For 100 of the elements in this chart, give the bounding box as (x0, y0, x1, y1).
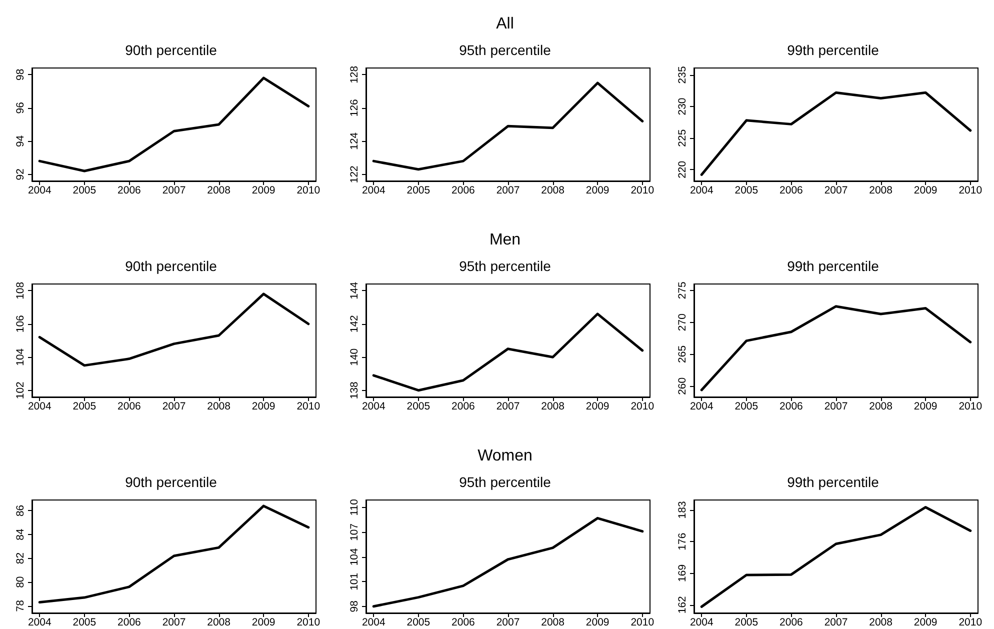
y-tick-label: 128 (348, 66, 360, 84)
x-tick-label: 2007 (162, 400, 186, 412)
y-tick-label: 138 (348, 381, 360, 400)
chart-title: 90th percentile (125, 258, 218, 274)
x-tick-label: 2008 (869, 184, 893, 196)
y-tick-label: 230 (676, 98, 688, 116)
y-tick-label: 140 (348, 348, 360, 366)
x-tick-label: 2008 (207, 616, 231, 628)
x-tick-label: 2010 (958, 616, 982, 628)
y-tick-label: 162 (676, 596, 688, 614)
y-tick-label: 265 (676, 345, 688, 363)
x-tick-label: 2005 (734, 184, 758, 196)
y-tick-label: 84 (14, 528, 26, 540)
x-tick-label: 2006 (780, 616, 804, 628)
x-tick-label: 2005 (72, 616, 96, 628)
x-tick-label: 2005 (734, 400, 758, 412)
x-tick-label: 2006 (118, 400, 142, 412)
line-series (700, 91, 972, 176)
x-tick-label: 2007 (496, 400, 520, 412)
chart-title: 99th percentile (787, 474, 880, 490)
y-tick-label: 80 (14, 576, 26, 588)
y-tick-label: 169 (676, 564, 688, 582)
chart-title: 95th percentile (459, 258, 552, 274)
x-tick-label: 2004 (690, 184, 714, 196)
line-series (372, 312, 644, 392)
x-tick-label: 2004 (28, 616, 52, 628)
chart-subtitle: Women (478, 448, 532, 464)
x-tick-label: 2009 (252, 400, 276, 412)
x-tick-label: 2007 (496, 616, 520, 628)
x-tick-label: 2007 (162, 184, 186, 196)
x-tick-label: 2008 (541, 184, 565, 196)
x-tick-label: 2010 (958, 400, 982, 412)
x-tick-label: 2007 (824, 616, 848, 628)
line-series (372, 82, 644, 171)
y-tick-label: 94 (14, 135, 26, 147)
x-tick-label: 2009 (252, 184, 276, 196)
y-tick-label: 275 (676, 281, 688, 300)
chart-title: 95th percentile (459, 474, 552, 490)
x-tick-label: 2004 (28, 400, 52, 412)
x-tick-label: 2006 (118, 184, 142, 196)
x-tick-label: 2005 (72, 400, 96, 412)
x-tick-label: 2008 (869, 400, 893, 412)
y-tick-label: 270 (676, 313, 688, 332)
chart-title: 99th percentile (787, 258, 880, 274)
x-tick-label: 2005 (406, 184, 430, 196)
x-tick-label: 2009 (914, 400, 938, 412)
x-tick-label: 2007 (824, 184, 848, 196)
chart-title: 90th percentile (125, 474, 218, 490)
x-tick-label: 2007 (162, 616, 186, 628)
x-tick-label: 2008 (869, 616, 893, 628)
x-tick-label: 2004 (362, 400, 386, 412)
y-tick-label: 220 (676, 160, 688, 178)
x-tick-label: 2006 (452, 184, 476, 196)
x-tick-label: 2009 (252, 616, 276, 628)
x-tick-label: 2005 (406, 616, 430, 628)
line-series (700, 305, 972, 392)
line-series (38, 76, 310, 172)
y-tick-label: 107 (348, 523, 360, 541)
x-tick-label: 2008 (207, 400, 231, 412)
chart-title: 90th percentile (125, 42, 218, 58)
x-tick-label: 2009 (914, 616, 938, 628)
x-tick-label: 2008 (541, 616, 565, 628)
y-tick-label: 104 (348, 548, 360, 566)
x-tick-label: 2010 (630, 400, 654, 412)
x-tick-label: 2007 (824, 400, 848, 412)
x-tick-label: 2006 (452, 400, 476, 412)
line-series (38, 292, 310, 367)
x-tick-label: 2010 (296, 400, 320, 412)
x-tick-label: 2004 (362, 616, 386, 628)
chart-title: 95th percentile (459, 42, 552, 58)
y-tick-label: 86 (14, 504, 26, 517)
x-tick-label: 2010 (296, 184, 320, 196)
y-tick-label: 98 (348, 600, 360, 612)
y-tick-label: 260 (676, 377, 688, 395)
y-tick-label: 144 (348, 282, 360, 300)
y-tick-label: 108 (14, 282, 26, 300)
x-tick-label: 2010 (630, 184, 654, 196)
x-tick-label: 2005 (406, 400, 430, 412)
y-tick-label: 176 (676, 532, 688, 550)
x-tick-label: 2010 (958, 184, 982, 196)
y-tick-label: 124 (348, 132, 360, 150)
line-series (372, 516, 644, 608)
x-tick-label: 2004 (690, 616, 714, 628)
x-tick-label: 2006 (780, 400, 804, 412)
y-tick-label: 98 (14, 68, 26, 80)
x-tick-label: 2006 (780, 184, 804, 196)
y-tick-label: 104 (14, 348, 26, 366)
y-tick-label: 78 (14, 600, 26, 612)
x-tick-label: 2009 (586, 616, 610, 628)
y-tick-label: 101 (348, 572, 360, 590)
y-tick-label: 142 (348, 314, 360, 333)
x-tick-label: 2008 (207, 184, 231, 196)
y-tick-label: 122 (348, 165, 360, 184)
y-tick-label: 102 (14, 381, 26, 400)
y-tick-label: 82 (14, 552, 26, 564)
y-tick-label: 235 (676, 66, 688, 84)
y-tick-label: 110 (348, 498, 360, 516)
y-tick-label: 183 (676, 501, 688, 519)
x-tick-label: 2009 (586, 184, 610, 196)
x-tick-label: 2008 (541, 400, 565, 412)
